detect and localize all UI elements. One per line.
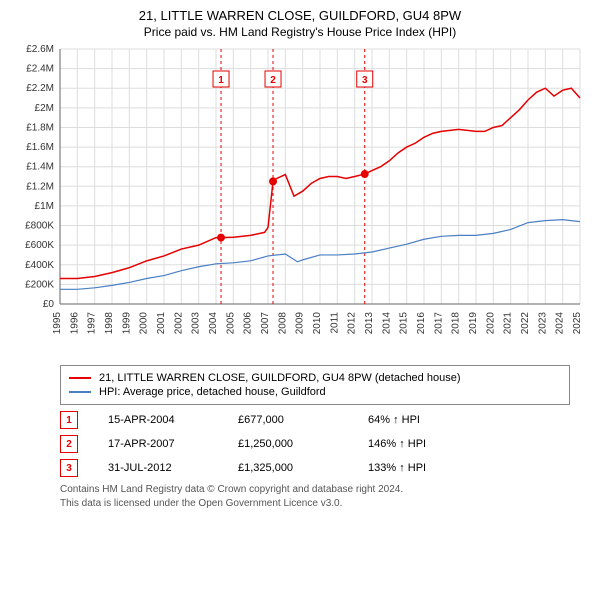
sales-table: 1 15-APR-2004 £677,000 64% ↑ HPI 2 17-APR-200… xyxy=(60,411,570,477)
legend-swatch xyxy=(69,391,91,393)
svg-text:2004: 2004 xyxy=(208,312,219,335)
svg-text:2005: 2005 xyxy=(225,312,236,335)
svg-text:2019: 2019 xyxy=(468,312,479,335)
legend-row: HPI: Average price, detached house, Guil… xyxy=(69,386,561,398)
svg-text:2025: 2025 xyxy=(572,312,583,335)
svg-text:1999: 1999 xyxy=(121,312,132,335)
line-chart: £0 £200K £400K £600K £800K £1M £1.2M £1.4M £1.6M… xyxy=(0,39,600,359)
svg-text:£2M: £2M xyxy=(35,103,54,114)
legend-swatch xyxy=(69,377,91,379)
svg-text:2002: 2002 xyxy=(173,312,184,335)
svg-text:2000: 2000 xyxy=(139,312,150,335)
svg-text:2024: 2024 xyxy=(555,312,566,335)
sale-hpi: 146% ↑ HPI xyxy=(368,438,468,450)
price-chart-container: 21, LITTLE WARREN CLOSE, GUILDFORD, GU4 … xyxy=(0,0,600,511)
svg-text:2015: 2015 xyxy=(399,312,410,335)
sale-date: 15-APR-2004 xyxy=(108,414,208,426)
svg-text:1996: 1996 xyxy=(69,312,80,335)
sale-marker-box: 2 xyxy=(60,435,78,453)
svg-text:1997: 1997 xyxy=(87,312,98,335)
svg-text:2012: 2012 xyxy=(347,312,358,335)
svg-text:£0: £0 xyxy=(43,299,55,310)
chart-title: 21, LITTLE WARREN CLOSE, GUILDFORD, GU4 … xyxy=(0,8,600,23)
sale-hpi: 133% ↑ HPI xyxy=(368,462,468,474)
attribution-line2: This data is licensed under the Open Gov… xyxy=(60,497,570,511)
svg-text:£1M: £1M xyxy=(35,201,54,212)
svg-text:2001: 2001 xyxy=(156,312,167,335)
svg-text:2007: 2007 xyxy=(260,312,271,335)
svg-text:3: 3 xyxy=(362,75,368,86)
svg-text:£1.8M: £1.8M xyxy=(26,122,54,133)
svg-text:1995: 1995 xyxy=(52,312,63,335)
svg-text:2021: 2021 xyxy=(503,312,514,335)
legend-label: HPI: Average price, detached house, Guil… xyxy=(99,386,326,398)
sale-date: 31-JUL-2012 xyxy=(108,462,208,474)
sale-row: 1 15-APR-2004 £677,000 64% ↑ HPI xyxy=(60,411,570,429)
svg-text:2017: 2017 xyxy=(433,312,444,335)
sale-price: £1,250,000 xyxy=(238,438,338,450)
sale-row: 3 31-JUL-2012 £1,325,000 133% ↑ HPI xyxy=(60,459,570,477)
svg-text:£1.6M: £1.6M xyxy=(26,142,54,153)
svg-text:2011: 2011 xyxy=(329,312,340,334)
svg-text:£800K: £800K xyxy=(25,221,54,232)
chart-titles: 21, LITTLE WARREN CLOSE, GUILDFORD, GU4 … xyxy=(0,8,600,39)
legend: 21, LITTLE WARREN CLOSE, GUILDFORD, GU4 … xyxy=(60,365,570,405)
sale-marker-box: 1 xyxy=(60,411,78,429)
svg-text:£2.2M: £2.2M xyxy=(26,83,54,94)
svg-text:1: 1 xyxy=(218,75,224,86)
svg-text:£1.2M: £1.2M xyxy=(26,181,54,192)
legend-label: 21, LITTLE WARREN CLOSE, GUILDFORD, GU4 … xyxy=(99,372,461,384)
sale-price: £1,325,000 xyxy=(238,462,338,474)
legend-row: 21, LITTLE WARREN CLOSE, GUILDFORD, GU4 … xyxy=(69,372,561,384)
svg-text:2022: 2022 xyxy=(520,312,531,335)
sale-row: 2 17-APR-2007 £1,250,000 146% ↑ HPI xyxy=(60,435,570,453)
sale-marker-box: 3 xyxy=(60,459,78,477)
svg-text:2009: 2009 xyxy=(295,312,306,335)
attribution-line1: Contains HM Land Registry data © Crown c… xyxy=(60,483,570,497)
svg-text:2018: 2018 xyxy=(451,312,462,335)
svg-text:2010: 2010 xyxy=(312,312,323,335)
svg-text:2013: 2013 xyxy=(364,312,375,335)
svg-text:2023: 2023 xyxy=(537,312,548,335)
svg-text:1998: 1998 xyxy=(104,312,115,335)
svg-text:2003: 2003 xyxy=(191,312,202,335)
chart-subtitle: Price paid vs. HM Land Registry's House … xyxy=(0,25,600,39)
svg-text:2016: 2016 xyxy=(416,312,427,335)
sale-date: 17-APR-2007 xyxy=(108,438,208,450)
svg-text:£200K: £200K xyxy=(25,279,54,290)
svg-text:2008: 2008 xyxy=(277,312,288,335)
svg-text:£2.4M: £2.4M xyxy=(26,64,54,75)
svg-text:£1.4M: £1.4M xyxy=(26,162,54,173)
svg-text:2006: 2006 xyxy=(243,312,254,335)
sale-price: £677,000 xyxy=(238,414,338,426)
attribution: Contains HM Land Registry data © Crown c… xyxy=(60,483,570,511)
svg-text:£600K: £600K xyxy=(25,240,54,251)
svg-text:£2.6M: £2.6M xyxy=(26,44,54,55)
svg-text:2014: 2014 xyxy=(381,312,392,335)
sale-hpi: 64% ↑ HPI xyxy=(368,414,468,426)
svg-text:2: 2 xyxy=(270,75,276,86)
svg-text:£400K: £400K xyxy=(25,260,54,271)
svg-text:2020: 2020 xyxy=(485,312,496,335)
